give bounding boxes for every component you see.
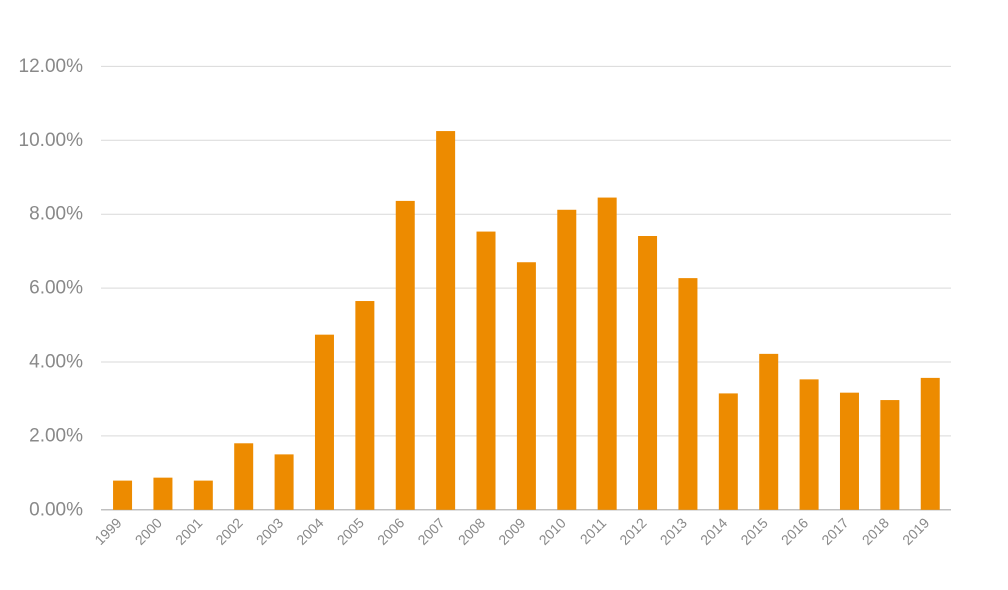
svg-text:0.00%: 0.00% bbox=[29, 499, 83, 520]
svg-text:2018: 2018 bbox=[859, 514, 892, 547]
svg-text:2017: 2017 bbox=[818, 514, 851, 547]
svg-text:2003: 2003 bbox=[253, 514, 286, 547]
svg-text:1999: 1999 bbox=[91, 514, 124, 547]
svg-text:2015: 2015 bbox=[737, 514, 770, 547]
svg-text:2.00%: 2.00% bbox=[29, 425, 83, 446]
svg-text:2012: 2012 bbox=[616, 514, 649, 547]
svg-text:2008: 2008 bbox=[455, 514, 488, 547]
svg-text:10.00%: 10.00% bbox=[19, 130, 84, 151]
svg-text:2013: 2013 bbox=[657, 514, 690, 547]
svg-text:4.00%: 4.00% bbox=[29, 352, 83, 373]
svg-text:8.00%: 8.00% bbox=[29, 204, 83, 225]
svg-text:2007: 2007 bbox=[414, 514, 447, 547]
svg-text:6.00%: 6.00% bbox=[29, 278, 83, 299]
svg-text:2016: 2016 bbox=[778, 514, 811, 547]
svg-text:2002: 2002 bbox=[212, 514, 245, 547]
svg-text:2014: 2014 bbox=[697, 514, 730, 547]
svg-text:2005: 2005 bbox=[334, 514, 367, 547]
svg-text:2004: 2004 bbox=[293, 514, 326, 547]
svg-text:2009: 2009 bbox=[495, 514, 528, 547]
svg-text:2011: 2011 bbox=[577, 514, 610, 547]
svg-text:2001: 2001 bbox=[172, 514, 205, 547]
svg-text:2000: 2000 bbox=[132, 514, 165, 547]
svg-text:2019: 2019 bbox=[899, 514, 932, 547]
svg-text:12.00%: 12.00% bbox=[19, 56, 84, 77]
svg-text:2006: 2006 bbox=[374, 514, 407, 547]
svg-text:2010: 2010 bbox=[536, 514, 569, 547]
